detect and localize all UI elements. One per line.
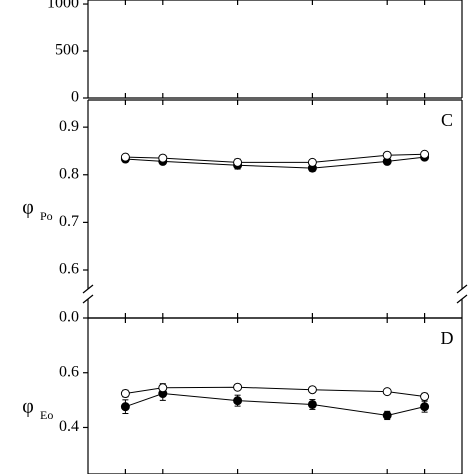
axis-break: [82, 294, 94, 304]
y-axis-label-sub: Po: [40, 209, 53, 223]
axis-break: [456, 284, 468, 294]
axis-break: [82, 284, 94, 294]
data-point: [233, 396, 243, 406]
data-point: [158, 153, 168, 163]
panel-letter: C: [441, 110, 453, 130]
y-tick-label: 0.4: [59, 418, 79, 435]
axis-break: [456, 294, 468, 304]
y-tick-label: 0: [71, 89, 79, 106]
data-point: [382, 410, 392, 420]
data-point: [382, 150, 392, 160]
data-point: [158, 383, 168, 393]
data-point: [307, 385, 317, 395]
y-tick-label: 0.7: [59, 213, 79, 230]
series-line: [125, 156, 425, 169]
data-point: [420, 392, 430, 402]
data-point: [120, 152, 130, 162]
data-point: [307, 157, 317, 167]
data-point: [233, 157, 243, 167]
data-point: [420, 402, 430, 412]
data-point: [420, 149, 430, 159]
data-point: [120, 402, 130, 412]
y-tick-label: 1000: [47, 0, 79, 12]
y-axis-label-sub: Eo: [40, 408, 53, 422]
y-tick-label: 0.0: [59, 309, 79, 326]
data-point: [307, 399, 317, 409]
series-line: [125, 386, 425, 398]
data-point: [120, 389, 130, 399]
data-point: [233, 382, 243, 392]
y-tick-label: 0.6: [59, 261, 79, 278]
y-tick-label: 0.8: [59, 165, 79, 182]
series-line: [125, 153, 425, 163]
y-tick-label: 500: [55, 42, 79, 59]
data-point: [382, 387, 392, 397]
y-axis-label: φ: [22, 197, 34, 219]
panel-letter: D: [441, 328, 454, 348]
series-line: [125, 393, 425, 416]
y-tick-label: 0.6: [59, 363, 79, 380]
y-axis-label: φ: [22, 396, 34, 418]
y-tick-label: 0.9: [59, 118, 79, 135]
